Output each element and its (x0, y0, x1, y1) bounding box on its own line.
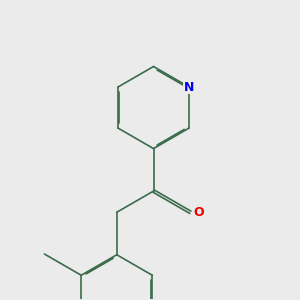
Text: N: N (184, 80, 194, 94)
Text: O: O (194, 206, 204, 219)
